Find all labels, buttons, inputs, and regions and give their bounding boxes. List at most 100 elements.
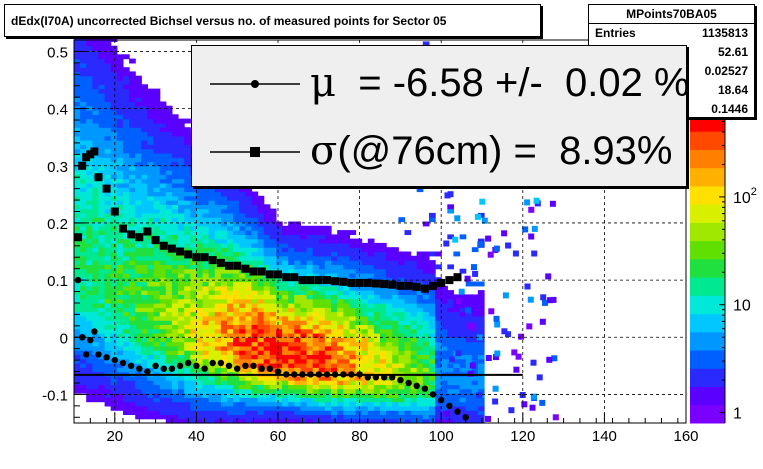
heatmap-cell <box>80 110 87 115</box>
heatmap-cell <box>104 92 112 98</box>
heatmap-cell <box>404 324 412 330</box>
heatmap-cell <box>153 354 161 360</box>
heatmap-cell <box>306 285 314 291</box>
heatmap-cell <box>447 384 454 390</box>
heatmap-cell <box>404 251 412 257</box>
heatmap-cell <box>324 272 332 278</box>
heatmap-cell <box>269 384 277 390</box>
heatmap-cell <box>477 418 485 424</box>
heatmap-cell <box>429 350 436 355</box>
heatmap-cell <box>171 418 179 424</box>
heatmap-cell <box>245 187 253 193</box>
heatmap-cell <box>233 268 240 274</box>
heatmap-cell <box>367 324 375 330</box>
heatmap-cell <box>165 195 173 201</box>
heatmap-cell <box>98 294 106 300</box>
stats-row: Entries 1135813 <box>589 24 754 43</box>
heatmap-cell <box>398 255 406 261</box>
heatmap-cell <box>202 217 210 223</box>
heatmap-cell <box>227 290 234 295</box>
heatmap-cell <box>367 418 375 424</box>
heatmap-cell <box>343 401 350 407</box>
heatmap-cell <box>465 315 473 321</box>
heatmap-cell <box>257 242 265 248</box>
heatmap-cell <box>196 397 204 403</box>
heatmap-cell <box>233 418 240 424</box>
heatmap-cell <box>392 311 399 317</box>
heatmap-cell <box>453 337 461 343</box>
heatmap-cell <box>104 50 112 55</box>
heatmap-cell <box>202 341 210 347</box>
heatmap-cell <box>349 337 357 343</box>
heatmap-cell <box>343 272 350 278</box>
heatmap-cell <box>74 58 81 64</box>
heatmap-cell <box>214 388 222 394</box>
heatmap-cell <box>110 92 118 98</box>
sigma-point <box>306 276 315 285</box>
heatmap-cell <box>465 345 473 351</box>
heatmap-cell <box>422 418 430 424</box>
heatmap-cell <box>184 290 191 295</box>
heatmap-cell <box>92 285 100 291</box>
heatmap-cell <box>208 367 216 373</box>
heatmap-cell <box>129 187 136 193</box>
heatmap-cell <box>86 324 93 330</box>
heatmap-cell <box>74 337 81 343</box>
heatmap-cell <box>306 414 314 420</box>
heatmap-cell <box>453 367 461 373</box>
heatmap-cell <box>318 251 326 257</box>
heatmap-cell <box>153 217 161 223</box>
heatmap-cell <box>159 315 167 321</box>
heatmap-cell <box>251 208 259 214</box>
heatmap-cell <box>410 418 418 424</box>
heatmap-cell <box>129 328 136 334</box>
heatmap-cell <box>318 320 326 325</box>
heatmap-cell <box>220 268 228 274</box>
heatmap-cell <box>398 307 406 313</box>
heatmap-cell <box>392 277 399 283</box>
heatmap-cell <box>337 345 344 351</box>
heatmap-cell <box>165 290 173 295</box>
heatmap-cell <box>549 200 556 207</box>
heatmap-cell <box>386 388 393 394</box>
heatmap-cell <box>208 234 216 240</box>
heatmap-cell <box>227 217 234 223</box>
heatmap-cell <box>453 333 461 338</box>
heatmap-cell <box>141 251 148 257</box>
heatmap-cell <box>257 397 265 403</box>
heatmap-cell <box>190 303 197 308</box>
heatmap-cell <box>233 405 240 411</box>
heatmap-cell <box>110 114 118 120</box>
heatmap-cell <box>208 264 216 270</box>
heatmap-cell <box>110 393 118 398</box>
heatmap-cell <box>153 247 161 253</box>
heatmap-cell <box>465 341 473 347</box>
heatmap-cell <box>135 277 142 283</box>
heatmap-cell <box>300 234 308 240</box>
heatmap-cell <box>398 272 406 278</box>
heatmap-cell <box>110 174 118 180</box>
heatmap-cell <box>184 405 191 411</box>
stats-value: 1135813 <box>701 26 748 40</box>
heatmap-cell <box>129 170 136 175</box>
heatmap-cell <box>129 315 136 321</box>
heatmap-cell <box>471 341 479 347</box>
heatmap-cell <box>159 298 167 304</box>
heatmap-cell <box>135 230 142 235</box>
heatmap-cell <box>171 144 179 150</box>
heatmap-cell <box>129 247 136 253</box>
heatmap-cell <box>110 260 118 265</box>
heatmap-cell <box>104 234 112 240</box>
heatmap-cell <box>282 393 289 398</box>
heatmap-cell <box>300 285 308 291</box>
heatmap-cell <box>251 337 259 343</box>
heatmap-cell <box>355 341 363 347</box>
heatmap-cell <box>98 135 106 141</box>
heatmap-cell <box>98 208 106 214</box>
heatmap-cell <box>123 131 130 137</box>
heatmap-cell <box>355 354 363 360</box>
heatmap-cell <box>392 363 399 368</box>
heatmap-cell <box>141 238 148 244</box>
heatmap-cell <box>190 324 197 330</box>
heatmap-cell <box>416 367 424 373</box>
